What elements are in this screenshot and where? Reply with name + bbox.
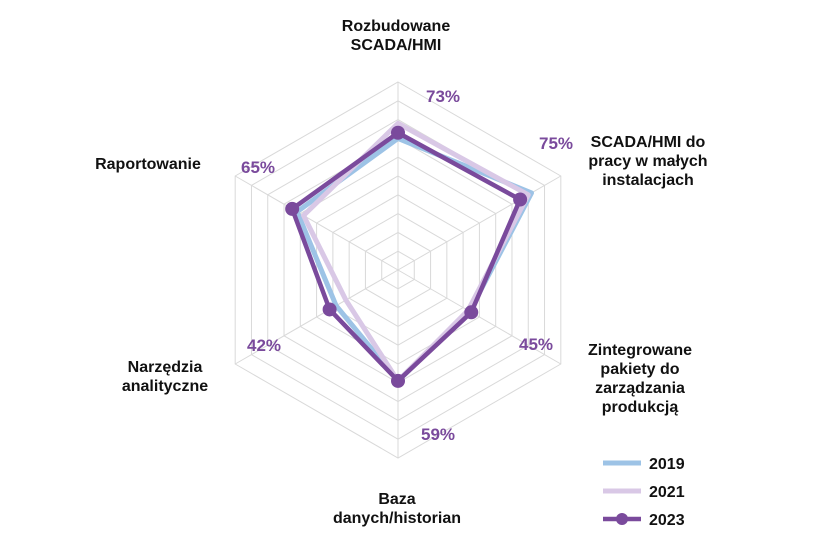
data-label: 59% bbox=[421, 425, 455, 444]
axis-label: Narzędzia analityczne bbox=[122, 359, 208, 395]
axis-spoke bbox=[234, 175, 399, 271]
axis-label-line: SCADA/HMI bbox=[351, 37, 442, 54]
series-point-2023 bbox=[391, 373, 405, 388]
series-point-2023 bbox=[513, 192, 528, 207]
axis-labels: Rozbudowane SCADA/HMI SCADA/HMI do pracy w … bbox=[95, 18, 707, 527]
legend-label-2023: 2023 bbox=[649, 512, 685, 529]
data-label: 65% bbox=[241, 158, 275, 177]
axis-label: SCADA/HMI do pracy w małych instalacjach bbox=[588, 134, 707, 189]
series-point-2023 bbox=[285, 201, 300, 216]
series-point-2023 bbox=[464, 305, 479, 320]
axis-label: Raportowanie bbox=[95, 156, 201, 173]
axis-label-line: instalacjach bbox=[602, 172, 694, 189]
radar-series bbox=[285, 120, 535, 388]
legend-marker-2023 bbox=[616, 513, 628, 525]
axis-label-line: SCADA/HMI do bbox=[591, 134, 706, 151]
data-labels: 73% 75% 45% 59% 42% 65% bbox=[241, 87, 573, 444]
axis-label-line: zarządzania bbox=[595, 380, 685, 397]
axis-label-line: Rozbudowane bbox=[342, 18, 451, 35]
data-label: 73% bbox=[426, 87, 460, 106]
axis-label-line: danych/historian bbox=[333, 510, 461, 527]
axis-label-line: analityczne bbox=[122, 378, 208, 395]
series-point-2023 bbox=[391, 125, 405, 140]
axis-label-line: Raportowanie bbox=[95, 156, 201, 173]
axis-label-line: Zintegrowane bbox=[588, 342, 692, 359]
data-label: 42% bbox=[247, 336, 281, 355]
axis-label: Zintegrowane pakiety do zarządzania produkc… bbox=[588, 342, 692, 416]
data-label: 75% bbox=[539, 134, 573, 153]
legend-label-2019: 2019 bbox=[649, 456, 685, 473]
axis-label: Baza danych/historian bbox=[333, 491, 461, 527]
series-line-2021 bbox=[301, 120, 531, 384]
axis-label-line: pakiety do bbox=[600, 361, 679, 378]
series-point-2023 bbox=[322, 302, 337, 317]
axis-spoke bbox=[397, 269, 562, 365]
axis-label-line: Baza bbox=[378, 491, 415, 508]
axis-label-line: produkcją bbox=[602, 399, 679, 416]
axis-spoke bbox=[234, 269, 399, 365]
legend: 2019 2021 2023 bbox=[603, 456, 685, 529]
legend-label-2021: 2021 bbox=[649, 484, 685, 501]
data-label: 45% bbox=[519, 335, 553, 354]
axis-label: Rozbudowane SCADA/HMI bbox=[342, 18, 451, 54]
axis-spoke bbox=[397, 175, 562, 271]
axis-label-line: Narzędzia bbox=[128, 359, 203, 376]
axis-label-line: pracy w małych bbox=[588, 153, 707, 170]
